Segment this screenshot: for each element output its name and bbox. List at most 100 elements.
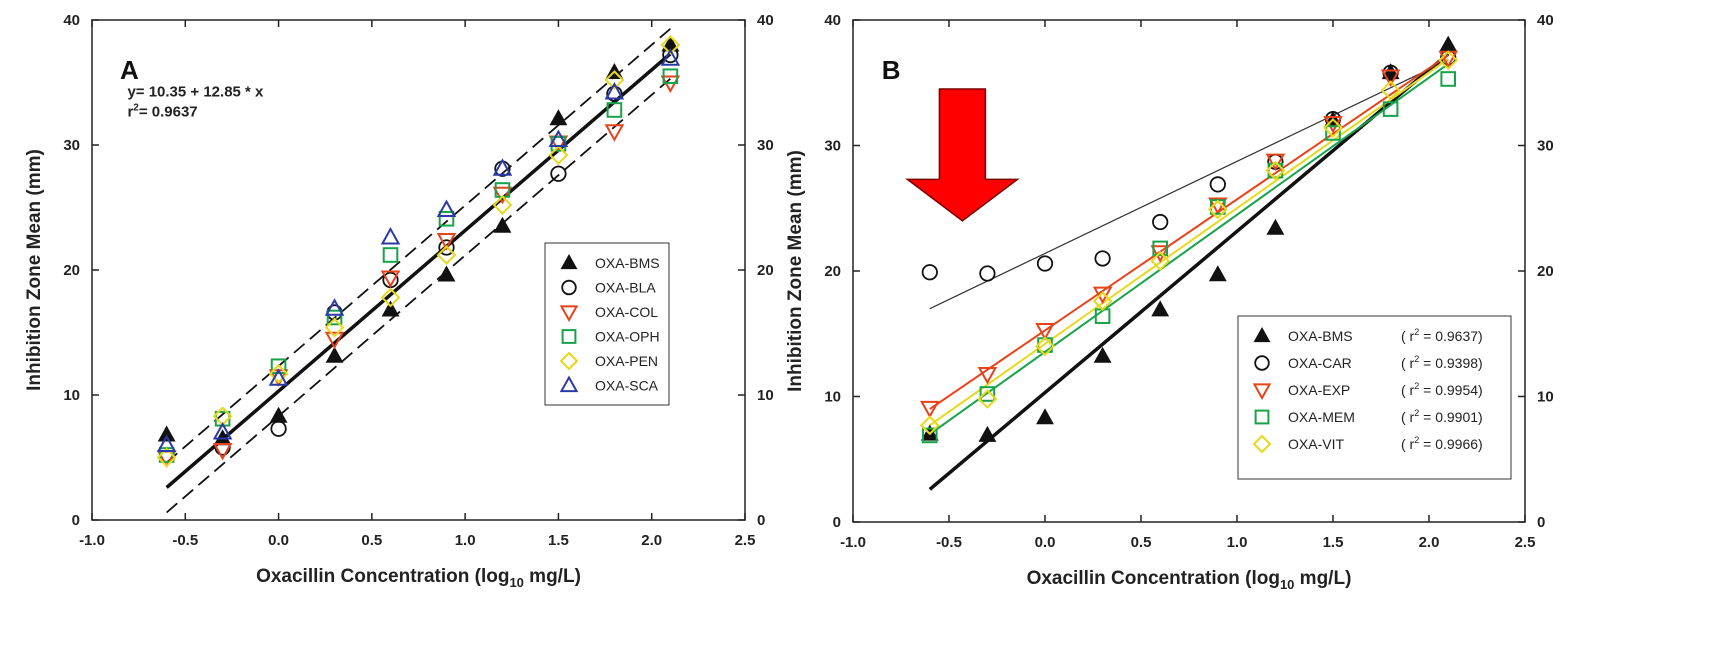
y-tick-label-right: 40 [757, 12, 774, 29]
r2-open: ( r [1401, 409, 1415, 425]
data-point [1207, 199, 1228, 220]
data-point [380, 287, 401, 308]
legend: OXA-BMS( r2 = 0.9637)OXA-CAR( r2 = 0.939… [1237, 315, 1512, 480]
data-point [492, 195, 513, 215]
x-tick-label: 2.5 [1515, 534, 1536, 551]
y-tick-label: 0 [72, 512, 80, 529]
data-point [1323, 118, 1343, 138]
r2-eq: = [1419, 436, 1435, 452]
data-point [156, 447, 177, 468]
legend-marker [559, 305, 579, 323]
data-point [1439, 35, 1458, 52]
legend: OXA-BMS OXA-BLA OXA-COL OXA-OPH OXA-PEN OXA-S… [544, 242, 670, 406]
data-point [1209, 176, 1226, 193]
data-point [662, 68, 679, 85]
legend-entry-label: OXA-OPH [595, 329, 660, 345]
r2-exponent: 2 [1414, 354, 1419, 364]
panel-letter: A [120, 55, 139, 85]
data-point [436, 245, 457, 265]
legend-entry-r2: ( r2 = 0.9637) [1401, 327, 1483, 344]
r2-value: 0.9901 [1435, 409, 1478, 425]
legend-marker [1253, 326, 1271, 343]
r2-eq: = [1419, 328, 1435, 344]
data-point [1152, 213, 1169, 231]
data-point [269, 406, 288, 423]
data-point [380, 270, 401, 289]
y-axis-label: Inhibition Zone Mean (mm) [24, 149, 45, 391]
x-tick-label: -1.0 [79, 532, 105, 549]
y-tick-label: 40 [824, 12, 841, 29]
data-point [1092, 286, 1113, 305]
x-tick-label: -0.5 [172, 532, 198, 549]
data-point [922, 427, 938, 444]
x-axis-label-subscript: 10 [1280, 577, 1294, 592]
legend-entry-label: OXA-BMS [1288, 328, 1353, 344]
r-squared-symbol: r [127, 103, 133, 120]
data-point [436, 199, 457, 217]
legend-entry-label: OXA-CAR [1288, 355, 1352, 371]
y-tick-label: 20 [63, 262, 80, 279]
data-point [493, 216, 512, 233]
data-point [920, 400, 940, 419]
r2-exponent: 2 [1414, 408, 1419, 418]
x-tick-label: -0.5 [936, 534, 962, 551]
red-arrow-annotation [905, 88, 1020, 222]
data-point [1265, 160, 1286, 181]
x-tick-label: 1.5 [1323, 534, 1344, 551]
r2-value: 0.9954 [1435, 382, 1478, 398]
x-axis-label: Oxacillin Concentration (log10 mg/L) [256, 566, 581, 590]
x-axis-label-units: mg/L) [524, 566, 581, 587]
legend-box [1237, 315, 1512, 480]
r-squared-exponent: 2 [133, 102, 139, 113]
y-tick-label: 40 [63, 12, 80, 29]
data-point [1036, 408, 1054, 425]
r2-open: ( r [1401, 436, 1415, 452]
y-tick-label-right: 20 [1537, 263, 1554, 280]
fit-line-oxa-exp [929, 54, 1449, 410]
legend-marker [559, 375, 579, 393]
data-point [660, 48, 681, 66]
fit-line-oxa-vit [929, 58, 1449, 427]
r2-close: ) [1478, 355, 1483, 371]
x-axis-label-units: mg/L) [1294, 568, 1351, 589]
data-point [382, 247, 399, 263]
data-point [1036, 255, 1054, 272]
r2-exponent: 2 [1414, 435, 1419, 445]
legend-entry-r2: ( r2 = 0.9966) [1401, 435, 1483, 452]
data-point [437, 265, 456, 282]
data-point [270, 358, 287, 375]
legend-entry-label: OXA-SCA [595, 378, 659, 394]
data-point [604, 70, 625, 90]
data-point [606, 102, 623, 118]
r-squared-value: = 0.9637 [139, 103, 198, 120]
legend-marker [561, 329, 577, 344]
x-tick-label: 2.0 [1419, 534, 1440, 551]
data-point [324, 298, 345, 316]
r2-value: 0.9398 [1435, 355, 1478, 371]
data-point [1150, 245, 1170, 263]
y-tick-label: 30 [63, 137, 80, 154]
legend-marker [559, 351, 579, 371]
data-point [979, 265, 996, 282]
x-tick-label: 0.5 [361, 532, 382, 549]
series-oxa-sca [156, 48, 681, 452]
y-tick-label: 0 [833, 514, 841, 531]
data-point [548, 145, 569, 165]
legend-marker [1254, 355, 1270, 371]
r2-open: ( r [1401, 328, 1415, 344]
series-oxa-vit [919, 50, 1459, 436]
y-tick-label: 10 [824, 389, 841, 406]
r2-exponent: 2 [1414, 381, 1419, 391]
legend-marker [560, 253, 578, 270]
y-tick-label-right: 0 [757, 512, 765, 529]
regression-equation: y= 10.35 + 12.85 * x [127, 83, 264, 100]
y-axis-label: Inhibition Zone Mean (mm) [785, 150, 806, 392]
data-point [1380, 69, 1401, 88]
x-tick-label: 2.5 [735, 532, 756, 549]
data-point [438, 210, 455, 227]
y-tick-label-right: 30 [757, 137, 774, 154]
legend-entry-r2: ( r2 = 0.9901) [1401, 408, 1483, 425]
legend-entry-label: OXA-COL [595, 304, 658, 320]
data-point [919, 415, 940, 436]
